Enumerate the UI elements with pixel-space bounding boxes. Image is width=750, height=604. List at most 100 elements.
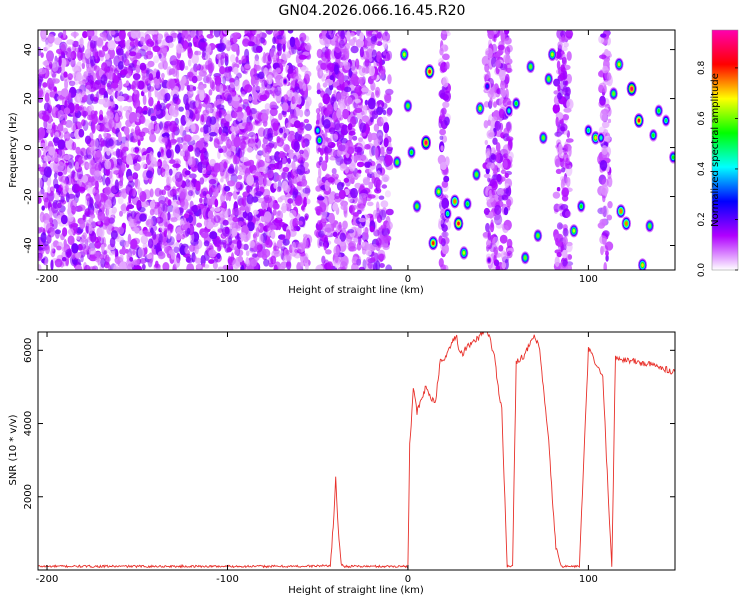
spectrogram-noise-blob: [442, 264, 447, 270]
spectrogram-noise-blob: [338, 189, 346, 200]
spectrogram-noise-blob: [114, 179, 119, 191]
spectrogram-noise-blob: [168, 105, 176, 116]
spectrogram-noise-blob: [203, 240, 210, 247]
spectrogram-noise-blob: [94, 162, 102, 172]
spectrogram-noise-blob: [225, 193, 229, 201]
spectrogram-noise-blob: [330, 133, 339, 142]
spectrogram-noise-blob: [259, 94, 268, 102]
spectrogram-y-tick-label: -40: [23, 237, 34, 253]
spectrogram-noise-blob: [244, 30, 253, 38]
spectrogram-noise-blob: [565, 31, 574, 37]
spectrogram-noise-blob: [153, 81, 161, 89]
spectrogram-noise-blob: [232, 190, 238, 200]
spectrogram-noise-blob: [184, 246, 189, 254]
spectrogram-noise-blob: [236, 181, 241, 189]
spectrogram-noise-blob: [316, 48, 323, 59]
spectrogram-noise-blob: [117, 61, 124, 70]
spectrogram-noise-blob: [144, 246, 148, 255]
spectrogram-noise-blob: [242, 98, 249, 105]
spectral-peak: [428, 235, 438, 251]
spectrogram-noise-blob: [57, 148, 66, 159]
spectrogram-noise-blob: [71, 243, 79, 254]
spectrogram-noise-blob: [149, 133, 157, 143]
snr-y-label: SNR (10 * v/v): [8, 414, 19, 485]
spectrogram-noise-blob: [367, 97, 376, 110]
spectrogram-noise-blob: [248, 109, 253, 118]
spectrogram-noise-blob: [58, 56, 62, 67]
spectrogram-noise-blob: [382, 39, 388, 49]
spectrogram-noise-blob: [57, 139, 66, 150]
spectrogram-noise-blob: [224, 53, 229, 62]
spectrogram-noise-blob: [492, 236, 500, 248]
spectrogram-noise-blob: [285, 229, 291, 241]
spectrogram-noise-blob: [162, 47, 168, 54]
spectrogram-noise-blob: [142, 243, 148, 249]
spectrogram-noise-blob: [63, 71, 68, 78]
spectrogram-noise-blob: [110, 168, 119, 175]
colorbar-tick-label: 0.0: [697, 263, 707, 278]
spectrogram-noise-blob: [502, 224, 509, 234]
spectrogram-noise-blob: [222, 226, 230, 237]
spectrogram-noise-blob: [128, 63, 135, 68]
spectral-peak: [621, 216, 631, 231]
spectrogram-noise-blob: [254, 54, 259, 62]
spectrogram-noise-blob: [557, 41, 563, 49]
spectrogram-noise-blob: [272, 36, 277, 45]
spectrogram-noise-blob: [175, 241, 180, 248]
spectrogram-noise-blob: [333, 173, 339, 180]
spectrogram-noise-blob: [349, 32, 355, 37]
spectrogram-noise-blob: [79, 37, 84, 48]
spectrogram-noise-blob: [342, 50, 350, 62]
spectrogram-noise-blob: [259, 233, 264, 245]
spectrogram-noise-blob: [442, 76, 449, 88]
spectrogram-noise-blob: [356, 258, 362, 266]
spectral-peak: [577, 200, 586, 213]
spectrogram-noise-blob: [333, 101, 338, 112]
spectrogram-noise-blob: [41, 30, 47, 39]
spectrogram-noise-blob: [206, 164, 213, 171]
spectrogram-noise-blob: [302, 51, 310, 57]
spectrogram-noise-blob: [304, 70, 312, 78]
spectrogram-noise-blob: [48, 140, 53, 148]
spectrogram-noise-blob: [124, 248, 129, 254]
spectrogram-noise-blob: [263, 259, 270, 267]
spectrogram-noise-blob: [42, 60, 49, 66]
spectrogram-noise-blob: [561, 176, 569, 186]
spectrogram-noise-blob: [232, 154, 238, 165]
spectrogram-noise-blob: [292, 187, 299, 199]
spectrogram-noise-blob: [148, 73, 154, 81]
spectrogram-noise-blob: [301, 180, 308, 187]
spectrogram-y-tick-label: -20: [23, 188, 34, 204]
spectrogram-noise-blob: [300, 66, 309, 73]
spectrogram-noise-blob: [92, 81, 100, 91]
spectrogram-noise-blob: [336, 108, 342, 119]
spectrogram-noise-blob: [484, 47, 493, 59]
spectrogram-noise-blob: [238, 59, 243, 65]
spectrogram-noise-blob: [266, 179, 272, 187]
spectrogram-noise-blob: [166, 176, 170, 185]
spectrogram-noise-blob: [204, 51, 211, 61]
spectrogram-noise-blob: [354, 154, 363, 161]
spectrogram-noise-blob: [495, 130, 504, 138]
spectrogram-noise-blob: [325, 223, 333, 234]
spectrogram-noise-blob: [255, 181, 260, 193]
spectrogram-noise-blob: [217, 266, 224, 270]
spectrogram-noise-blob: [199, 177, 205, 185]
spectrogram-noise-blob: [599, 235, 607, 245]
spectrogram-noise-blob: [304, 123, 312, 131]
spectrogram-noise-blob: [350, 59, 357, 71]
spectrogram-noise-blob: [601, 205, 609, 218]
spectrogram-noise-blob: [303, 233, 308, 239]
spectrogram-noise-blob: [183, 134, 192, 142]
spectrogram-noise-blob: [164, 31, 169, 38]
spectrogram-noise-blob: [142, 263, 146, 270]
spectrogram-noise-blob: [276, 210, 284, 221]
spectrogram-noise-blob: [287, 68, 294, 74]
spectrogram-noise-blob: [324, 109, 331, 117]
spectrogram-noise-blob: [288, 177, 293, 187]
spectrogram-noise-blob: [359, 46, 364, 58]
spectrogram-noise-blob: [68, 80, 76, 87]
spectrogram-noise-blob: [132, 259, 140, 266]
spectrogram-noise-blob: [255, 227, 260, 238]
spectrogram-noise-blob: [347, 123, 353, 131]
